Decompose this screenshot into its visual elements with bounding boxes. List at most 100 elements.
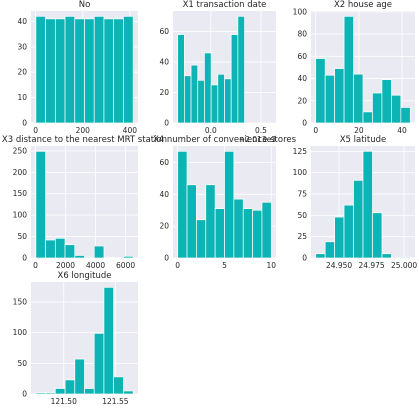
- histogram-bar: [334, 216, 345, 259]
- x-tick-label: 20: [354, 126, 364, 135]
- histogram-bar: [334, 68, 345, 124]
- y-tick-label: 80: [297, 30, 307, 39]
- x-tick-label: 5: [222, 261, 227, 270]
- histogram-bar: [35, 392, 46, 395]
- subplot-5: 0 20 40 60 0 5 10 X4 number of convenience stor…: [153, 135, 297, 270]
- y-tick-label: 20: [159, 222, 169, 231]
- histogram-bar: [324, 241, 336, 259]
- histogram-bar: [230, 34, 239, 124]
- subplot-title: X3 distance to the nearest MRT station: [2, 135, 167, 145]
- x-tick-label: 0: [33, 126, 38, 135]
- histogram-bar: [252, 209, 263, 259]
- y-tick-label: 40: [17, 17, 27, 26]
- histogram-bar: [74, 18, 85, 124]
- histogram-bar: [324, 74, 335, 124]
- y-tick-label: 0: [164, 254, 169, 263]
- histogram-bar: [54, 388, 66, 395]
- y-tick-label: 60: [159, 158, 169, 167]
- histogram-bar: [64, 244, 76, 259]
- y-tick-label: 40: [159, 190, 169, 199]
- histogram-bar: [237, 15, 245, 124]
- histogram-bar: [400, 256, 411, 259]
- x-tick-label: 121.50: [51, 397, 77, 406]
- histogram-bar: [123, 15, 134, 124]
- x-tick-label: 400: [123, 126, 138, 135]
- subplot-3: 0 20 40 60 80 100 0 20 40 X2 house age: [293, 0, 415, 135]
- subplot-title: X1 transaction date: [183, 0, 267, 10]
- x-tick-label: 2000: [56, 261, 75, 270]
- subplot-title: X4 number of convenience stores: [153, 135, 297, 145]
- histogram-bar: [74, 255, 85, 259]
- y-tick-label: 0: [164, 119, 169, 128]
- histogram-bar: [362, 150, 373, 259]
- subplot-title: X2 house age: [334, 0, 392, 10]
- y-tick-label: 60: [159, 27, 169, 36]
- x-tick-label: 0: [175, 261, 180, 270]
- y-tick-label: 0: [22, 119, 27, 128]
- histogram-bar: [54, 237, 66, 259]
- x-tick-label: 25.000: [391, 261, 417, 270]
- histogram-bar: [233, 198, 244, 259]
- y-tick-label: 20: [159, 88, 169, 97]
- y-tick-label: 40: [297, 74, 307, 83]
- y-tick-label: 100: [293, 168, 308, 177]
- histogram-bar: [45, 239, 56, 259]
- histogram-bar: [343, 204, 354, 259]
- histogram-bar: [84, 388, 95, 395]
- subplot-title: No: [79, 0, 91, 10]
- subplot-title: X5 latitude: [340, 135, 387, 145]
- y-tick-label: 50: [17, 359, 27, 368]
- y-tick-label: 20: [297, 96, 307, 105]
- histogram-bar: [84, 256, 95, 259]
- histogram-bar: [93, 332, 105, 395]
- y-tick-label: 75: [297, 190, 307, 199]
- histogram-bar: [45, 18, 56, 124]
- x-tick-label: 0.5: [255, 126, 267, 135]
- histogram-bar: [210, 84, 219, 124]
- histogram-bar: [196, 219, 207, 259]
- y-tick-label: 100: [13, 328, 28, 337]
- histogram-bar: [35, 15, 46, 124]
- histogram-bar: [372, 92, 383, 124]
- histogram-bar: [177, 34, 185, 124]
- x-tick-label: 6000: [116, 261, 135, 270]
- histogram-bar: [217, 73, 225, 124]
- y-tick-label: 25: [297, 232, 307, 241]
- histogram-bar: [113, 376, 124, 395]
- histogram-bar: [103, 286, 114, 395]
- y-tick-label: 50: [17, 232, 27, 241]
- x-tick-label: 10: [267, 261, 277, 270]
- histogram-bar: [103, 18, 115, 124]
- histogram-bar: [93, 15, 105, 124]
- histogram-bar: [315, 253, 326, 259]
- histogram-bar: [381, 79, 392, 124]
- histogram-bar: [205, 184, 216, 259]
- y-tick-label: 0: [22, 254, 27, 263]
- y-tick-label: 50: [297, 211, 307, 220]
- histogram-bar: [362, 111, 373, 124]
- y-tick-label: 150: [13, 298, 28, 307]
- axes-background: [31, 146, 138, 258]
- y-tick-label: 40: [159, 58, 169, 67]
- histogram-bar: [123, 390, 134, 395]
- y-tick-label: 0: [22, 390, 27, 399]
- histogram-bar: [315, 58, 326, 124]
- y-tick-label: 60: [297, 52, 307, 61]
- x-tick-label: 24.950: [326, 261, 352, 270]
- histogram-bar: [113, 18, 124, 124]
- y-tick-label: 250: [13, 146, 28, 155]
- x-tick-label: 24.975: [358, 261, 384, 270]
- y-tick-label: 100: [293, 7, 308, 16]
- x-tick-label: 0: [33, 261, 38, 270]
- histogram-bar: [74, 358, 85, 395]
- y-tick-label: 20: [17, 68, 27, 77]
- histogram-bar: [84, 18, 95, 124]
- histogram-bar: [204, 52, 212, 124]
- x-tick-label: 121.55: [102, 397, 128, 406]
- histogram-bar: [186, 184, 197, 259]
- subplot-7: 0 50 100 150 121.50 121.55 X6 longitude: [13, 271, 138, 406]
- x-tick-label: 0: [313, 126, 318, 135]
- histogram-bar: [224, 150, 235, 259]
